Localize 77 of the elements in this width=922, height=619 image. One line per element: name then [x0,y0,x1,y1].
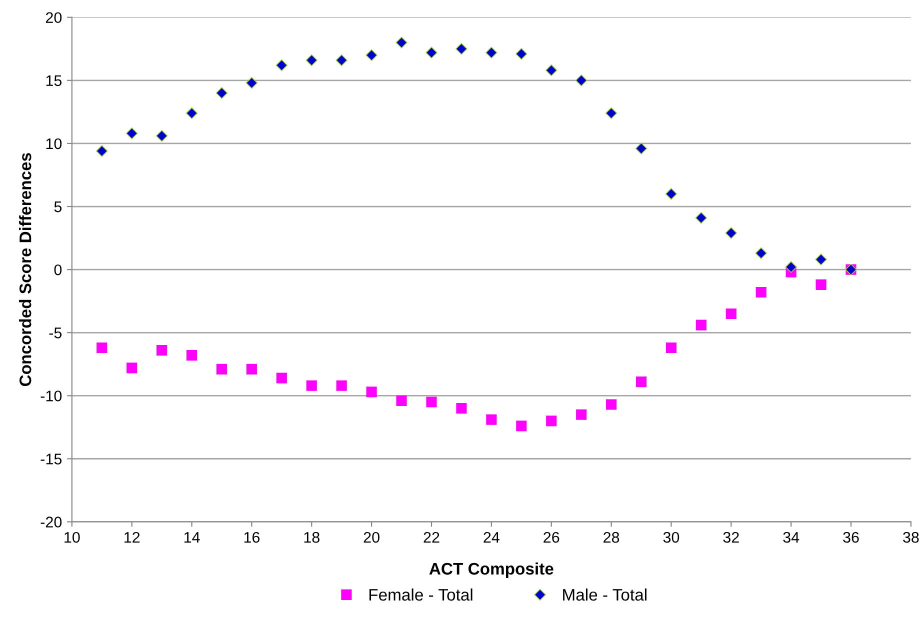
point [96,342,108,354]
point [636,376,647,388]
point [605,107,618,120]
point [576,409,587,420]
point [606,399,617,410]
point [576,74,588,86]
point [306,380,317,391]
point [246,77,258,89]
point [725,227,737,239]
x-tick-label: 12 [124,532,140,543]
point [665,188,678,200]
point [396,395,407,406]
point [276,372,287,384]
x-tick-label: 26 [544,532,560,543]
point [336,54,348,66]
x-tick-label: 32 [723,532,739,543]
point [696,320,706,330]
legend-label: Male - Total [563,588,646,601]
y-tick-label: 10 [46,138,62,150]
point [186,350,198,361]
x-tick-label: 38 [903,532,919,543]
point [276,59,288,72]
x-tick-label: 16 [244,532,260,543]
point [156,345,168,356]
point [126,128,138,140]
x-tick-label: 10 [64,532,80,543]
x-axis-title: ACT Composite [429,562,554,578]
point [815,254,827,266]
point [96,145,108,157]
point [666,342,676,354]
point [336,380,347,391]
point [396,36,408,48]
point [216,364,228,374]
point [426,396,437,408]
point [755,247,767,259]
point [186,107,198,120]
point [816,279,826,290]
point [516,48,528,60]
y-tick-label: 0 [54,264,62,276]
x-tick-label: 34 [783,532,800,543]
x-tick-label: 30 [663,532,680,543]
x-tick-label: 28 [604,532,620,543]
y-tick-label: -20 [40,516,62,528]
x-tick-label: 18 [304,532,320,543]
point [516,420,527,432]
y-tick-label: 20 [46,12,62,24]
point [426,46,438,58]
point [695,212,707,224]
point [486,46,498,58]
point [486,414,497,425]
y-tick-label: -10 [40,390,62,402]
y-tick-label: 15 [46,75,62,86]
point [546,416,557,426]
point [246,364,257,374]
point [785,261,797,273]
point [456,403,467,414]
y-axis-title: Concorded Score Differences [19,153,32,386]
x-tick-label: 36 [843,532,859,543]
y-tick-label: -5 [49,328,62,338]
point [156,130,168,142]
x-tick-label: 14 [184,532,200,543]
point [306,54,318,66]
legend-label: Female - Total [369,588,472,601]
point [216,87,228,99]
point [126,362,138,374]
point [635,142,648,154]
point [756,286,766,298]
point [366,49,378,61]
x-tick-label: 22 [424,532,440,543]
point [546,64,558,76]
y-tick-label: -15 [40,454,62,464]
point [726,308,736,319]
point [456,43,468,55]
x-tick-label: 20 [364,532,380,543]
x-tick-label: 24 [484,532,500,543]
y-tick-label: 5 [54,202,62,212]
point [366,386,377,398]
